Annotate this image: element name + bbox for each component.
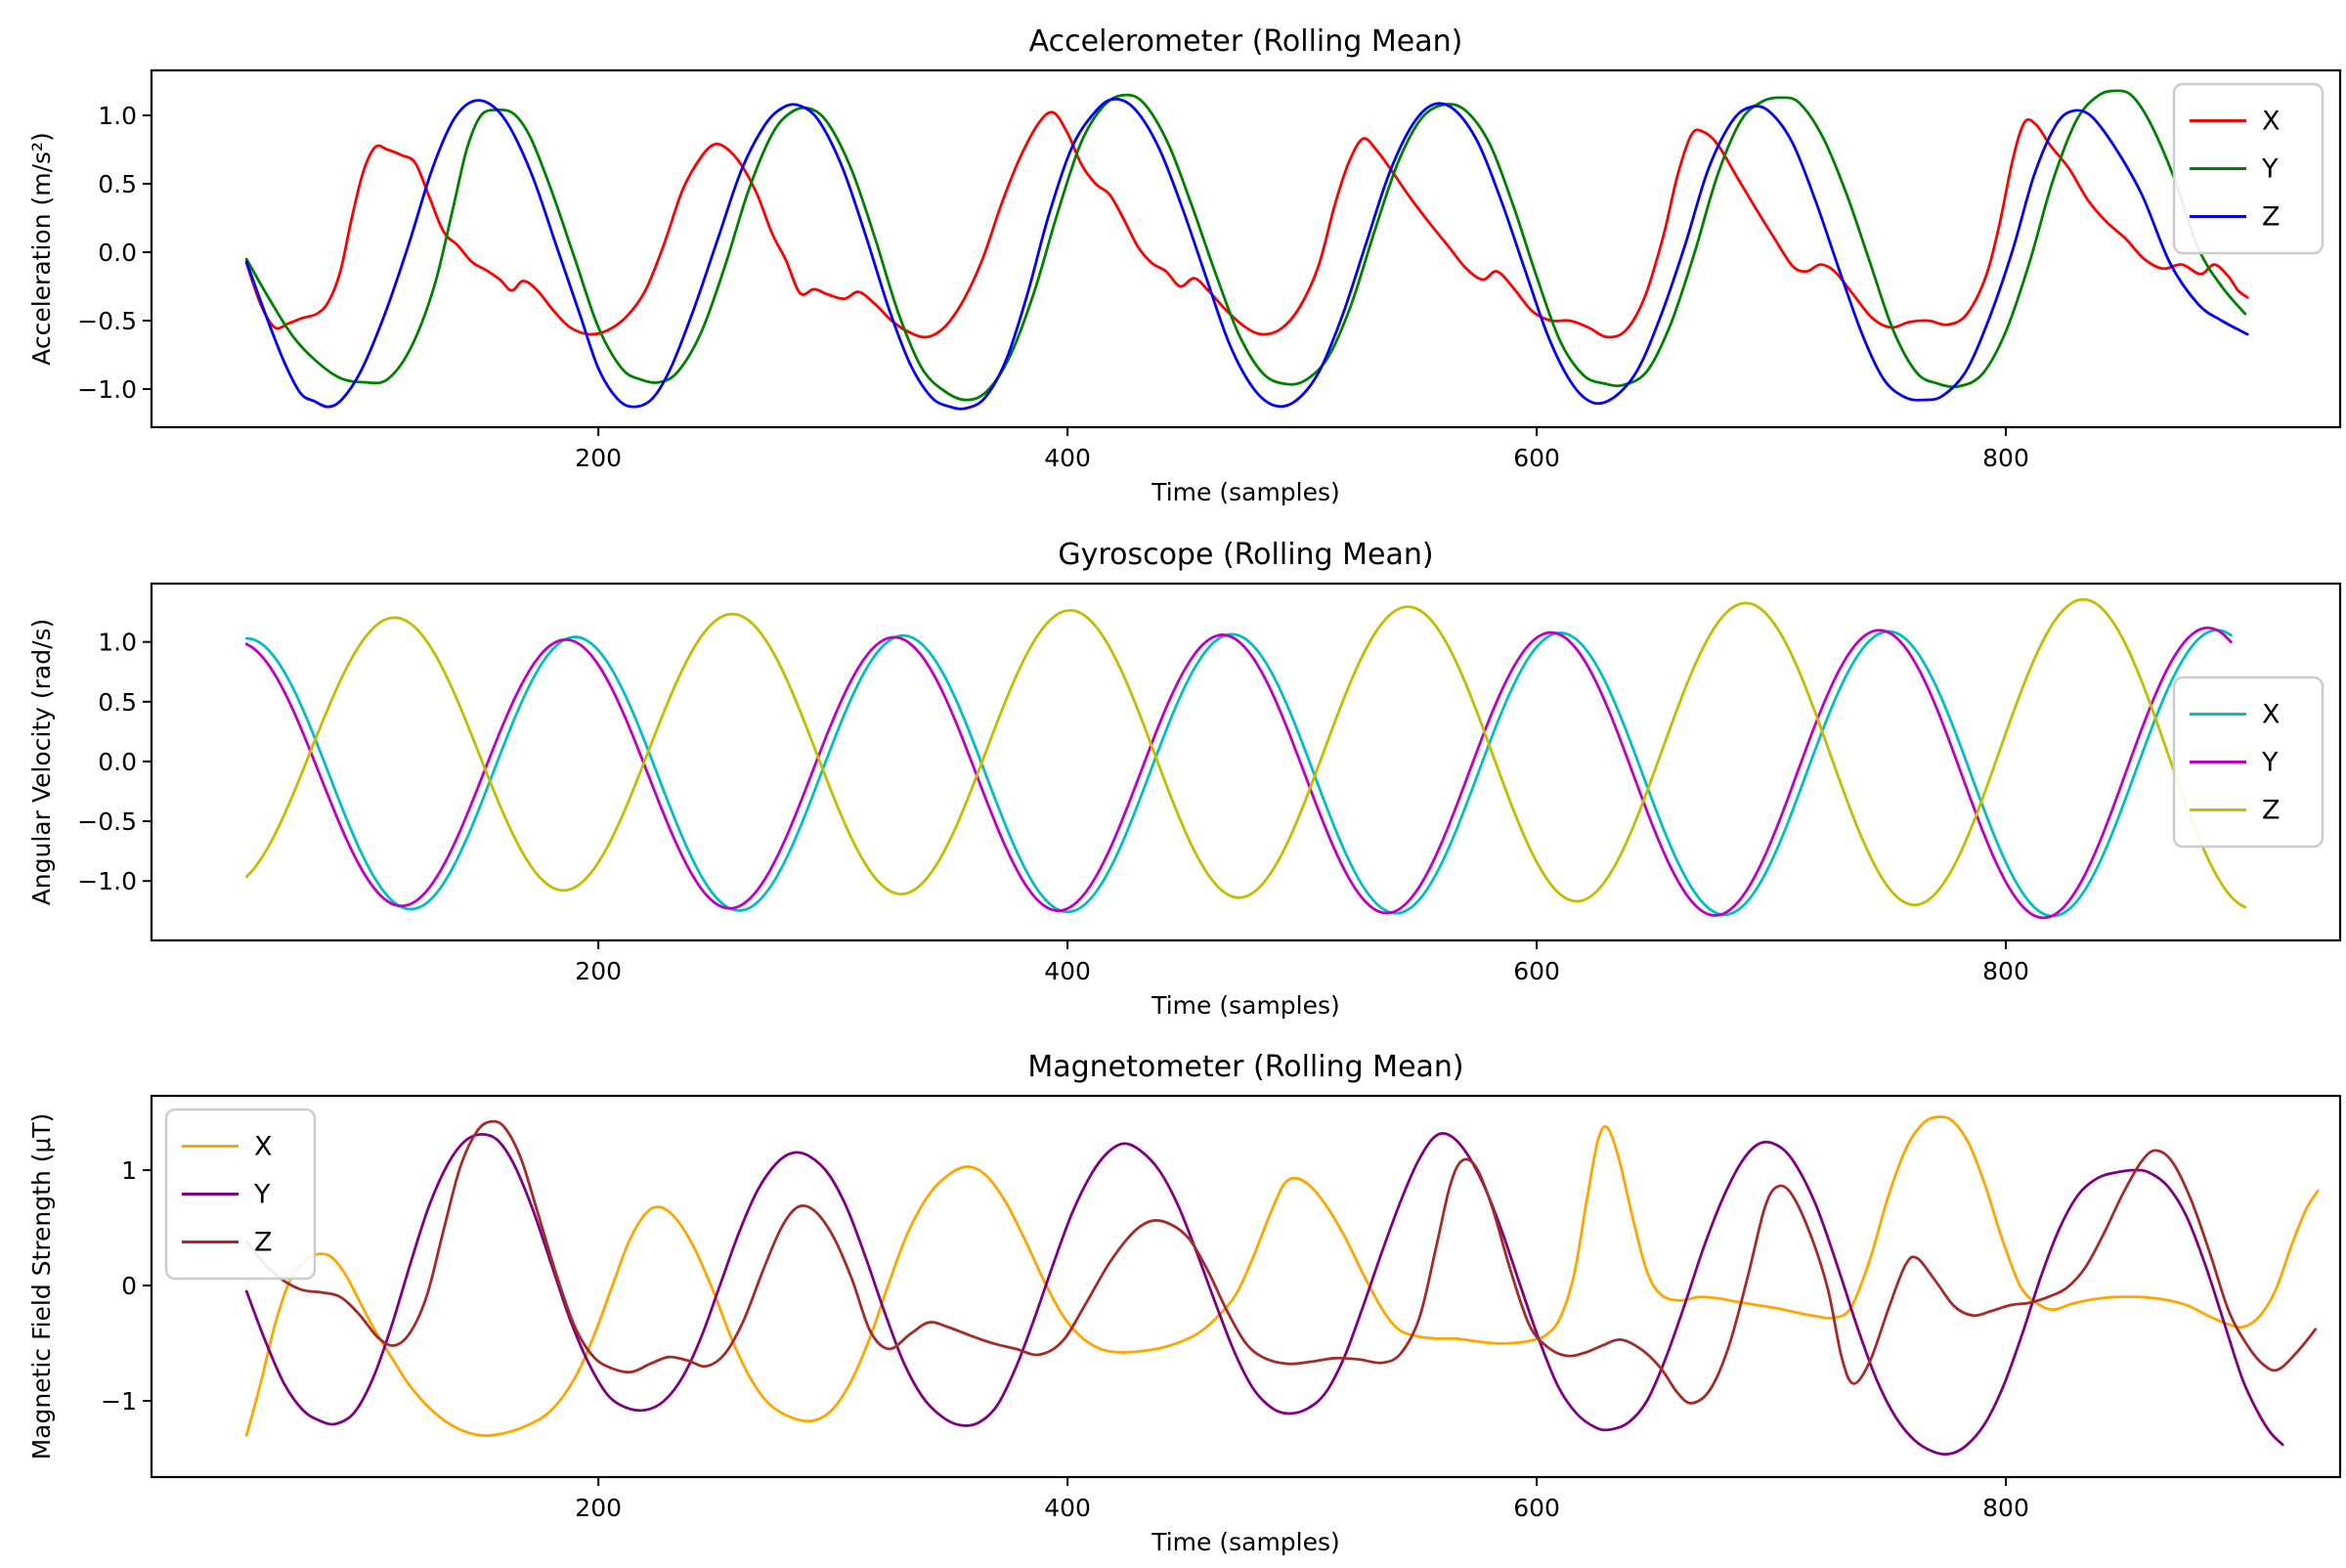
y-tick-label: −1 <box>101 1387 137 1416</box>
series-line-x <box>244 1115 2320 1438</box>
y-axis-label: Angular Velocity (rad/s) <box>27 619 56 906</box>
subplot-gyroscope: Gyroscope (Rolling Mean) Time (samples) An… <box>27 538 2342 1020</box>
x-tick-label: 200 <box>575 444 622 472</box>
series-line-z <box>244 597 2247 909</box>
y-tick-label: 0.0 <box>98 239 137 267</box>
x-tick-label: 800 <box>1982 957 2029 985</box>
subplot-magnetometer: Magnetometer (Rolling Mean) Time (samples… <box>27 1050 2342 1556</box>
y-tick-label: −0.5 <box>77 807 137 836</box>
x-axis-label: Time (samples) <box>1151 1528 1340 1556</box>
series-line-y <box>244 89 2247 402</box>
legend-box <box>164 1108 317 1281</box>
legend: XYZ <box>2172 675 2324 849</box>
series-line-y <box>244 626 2233 920</box>
x-tick-label: 400 <box>1044 957 1091 985</box>
axes-frame <box>150 1094 2342 1479</box>
y-tick-label: 0.0 <box>98 748 137 776</box>
x-tick-label: 600 <box>1513 957 1560 985</box>
x-tick-label: 800 <box>1982 1494 2029 1522</box>
y-axis-label: Magnetic Field Strength (μT) <box>27 1113 56 1460</box>
legend-label-z: Z <box>2262 796 2281 826</box>
subplot-title: Gyroscope (Rolling Mean) <box>1058 538 1433 572</box>
series-line-y <box>244 1131 2284 1457</box>
subplot-title: Magnetometer (Rolling Mean) <box>1027 1050 1463 1084</box>
y-tick-label: 1 <box>121 1156 137 1185</box>
axes-frame <box>150 582 2342 942</box>
legend-label-x: X <box>2262 700 2281 730</box>
legend-label-y: Y <box>2261 748 2279 778</box>
series-line-z <box>244 97 2249 411</box>
x-axis-label: Time (samples) <box>1151 991 1340 1020</box>
legend-label-z: Z <box>254 1228 273 1258</box>
x-tick-label: 400 <box>1044 1494 1091 1522</box>
legend-label-x: X <box>254 1132 273 1162</box>
y-axis-label: Acceleration (m/s²) <box>27 132 56 366</box>
y-tick-label: 0.5 <box>98 170 137 198</box>
y-tick-label: 0 <box>121 1272 137 1300</box>
y-tick-label: −1.0 <box>77 867 137 895</box>
x-tick-label: 600 <box>1513 444 1560 472</box>
legend: XYZ <box>164 1108 317 1281</box>
axes-frame <box>150 68 2342 429</box>
subplot-title: Accelerometer (Rolling Mean) <box>1029 24 1463 59</box>
legend-label-z: Z <box>2262 202 2281 233</box>
x-tick-label: 400 <box>1044 444 1091 472</box>
y-tick-label: 0.5 <box>98 688 137 717</box>
y-tick-label: −1.0 <box>77 375 137 404</box>
series-line-x <box>244 110 2249 339</box>
legend-label-y: Y <box>253 1180 271 1210</box>
legend-label-x: X <box>2262 107 2281 137</box>
x-tick-label: 200 <box>575 957 622 985</box>
subplot-accelerometer: Accelerometer (Rolling Mean) Time (sample… <box>27 24 2342 506</box>
legend: XYZ <box>2172 82 2324 255</box>
series-line-x <box>244 629 2233 918</box>
x-tick-label: 800 <box>1982 444 2029 472</box>
y-tick-label: 1.0 <box>98 629 137 657</box>
y-tick-label: −0.5 <box>77 307 137 335</box>
y-tick-label: 1.0 <box>98 102 137 130</box>
x-axis-label: Time (samples) <box>1151 478 1340 506</box>
x-tick-label: 200 <box>575 1494 622 1522</box>
series-line-z <box>244 1119 2318 1405</box>
legend-box <box>2172 675 2324 849</box>
legend-label-y: Y <box>2261 154 2279 185</box>
legend-box <box>2172 82 2324 255</box>
x-tick-label: 600 <box>1513 1494 1560 1522</box>
